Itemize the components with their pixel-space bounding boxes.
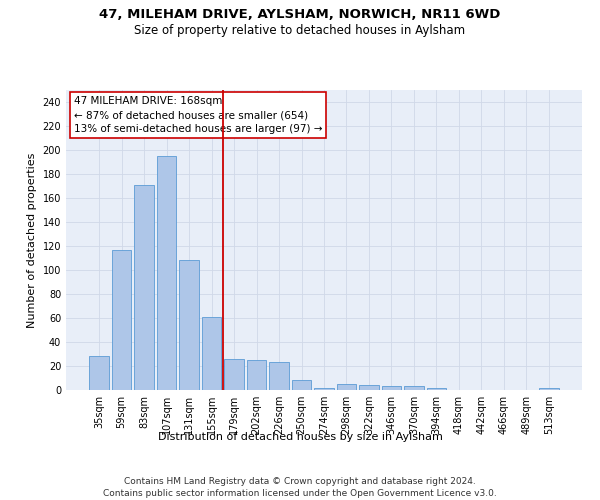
Bar [202, 317, 221, 390]
Bar [382, 386, 401, 390]
Y-axis label: Number of detached properties: Number of detached properties [27, 152, 37, 328]
Bar [359, 385, 379, 390]
Bar [539, 388, 559, 390]
Text: 47 MILEHAM DRIVE: 168sqm
← 87% of detached houses are smaller (654)
13% of semi-: 47 MILEHAM DRIVE: 168sqm ← 87% of detach… [74, 96, 322, 134]
Bar [247, 360, 266, 390]
Text: Distribution of detached houses by size in Aylsham: Distribution of detached houses by size … [158, 432, 442, 442]
Bar [404, 386, 424, 390]
Bar [157, 156, 176, 390]
Text: Size of property relative to detached houses in Aylsham: Size of property relative to detached ho… [134, 24, 466, 37]
Bar [179, 260, 199, 390]
Bar [269, 362, 289, 390]
Text: Contains HM Land Registry data © Crown copyright and database right 2024.
Contai: Contains HM Land Registry data © Crown c… [103, 476, 497, 498]
Bar [427, 388, 446, 390]
Bar [314, 388, 334, 390]
Bar [292, 380, 311, 390]
Bar [224, 359, 244, 390]
Bar [112, 250, 131, 390]
Bar [134, 185, 154, 390]
Text: 47, MILEHAM DRIVE, AYLSHAM, NORWICH, NR11 6WD: 47, MILEHAM DRIVE, AYLSHAM, NORWICH, NR1… [100, 8, 500, 20]
Bar [89, 356, 109, 390]
Bar [337, 384, 356, 390]
